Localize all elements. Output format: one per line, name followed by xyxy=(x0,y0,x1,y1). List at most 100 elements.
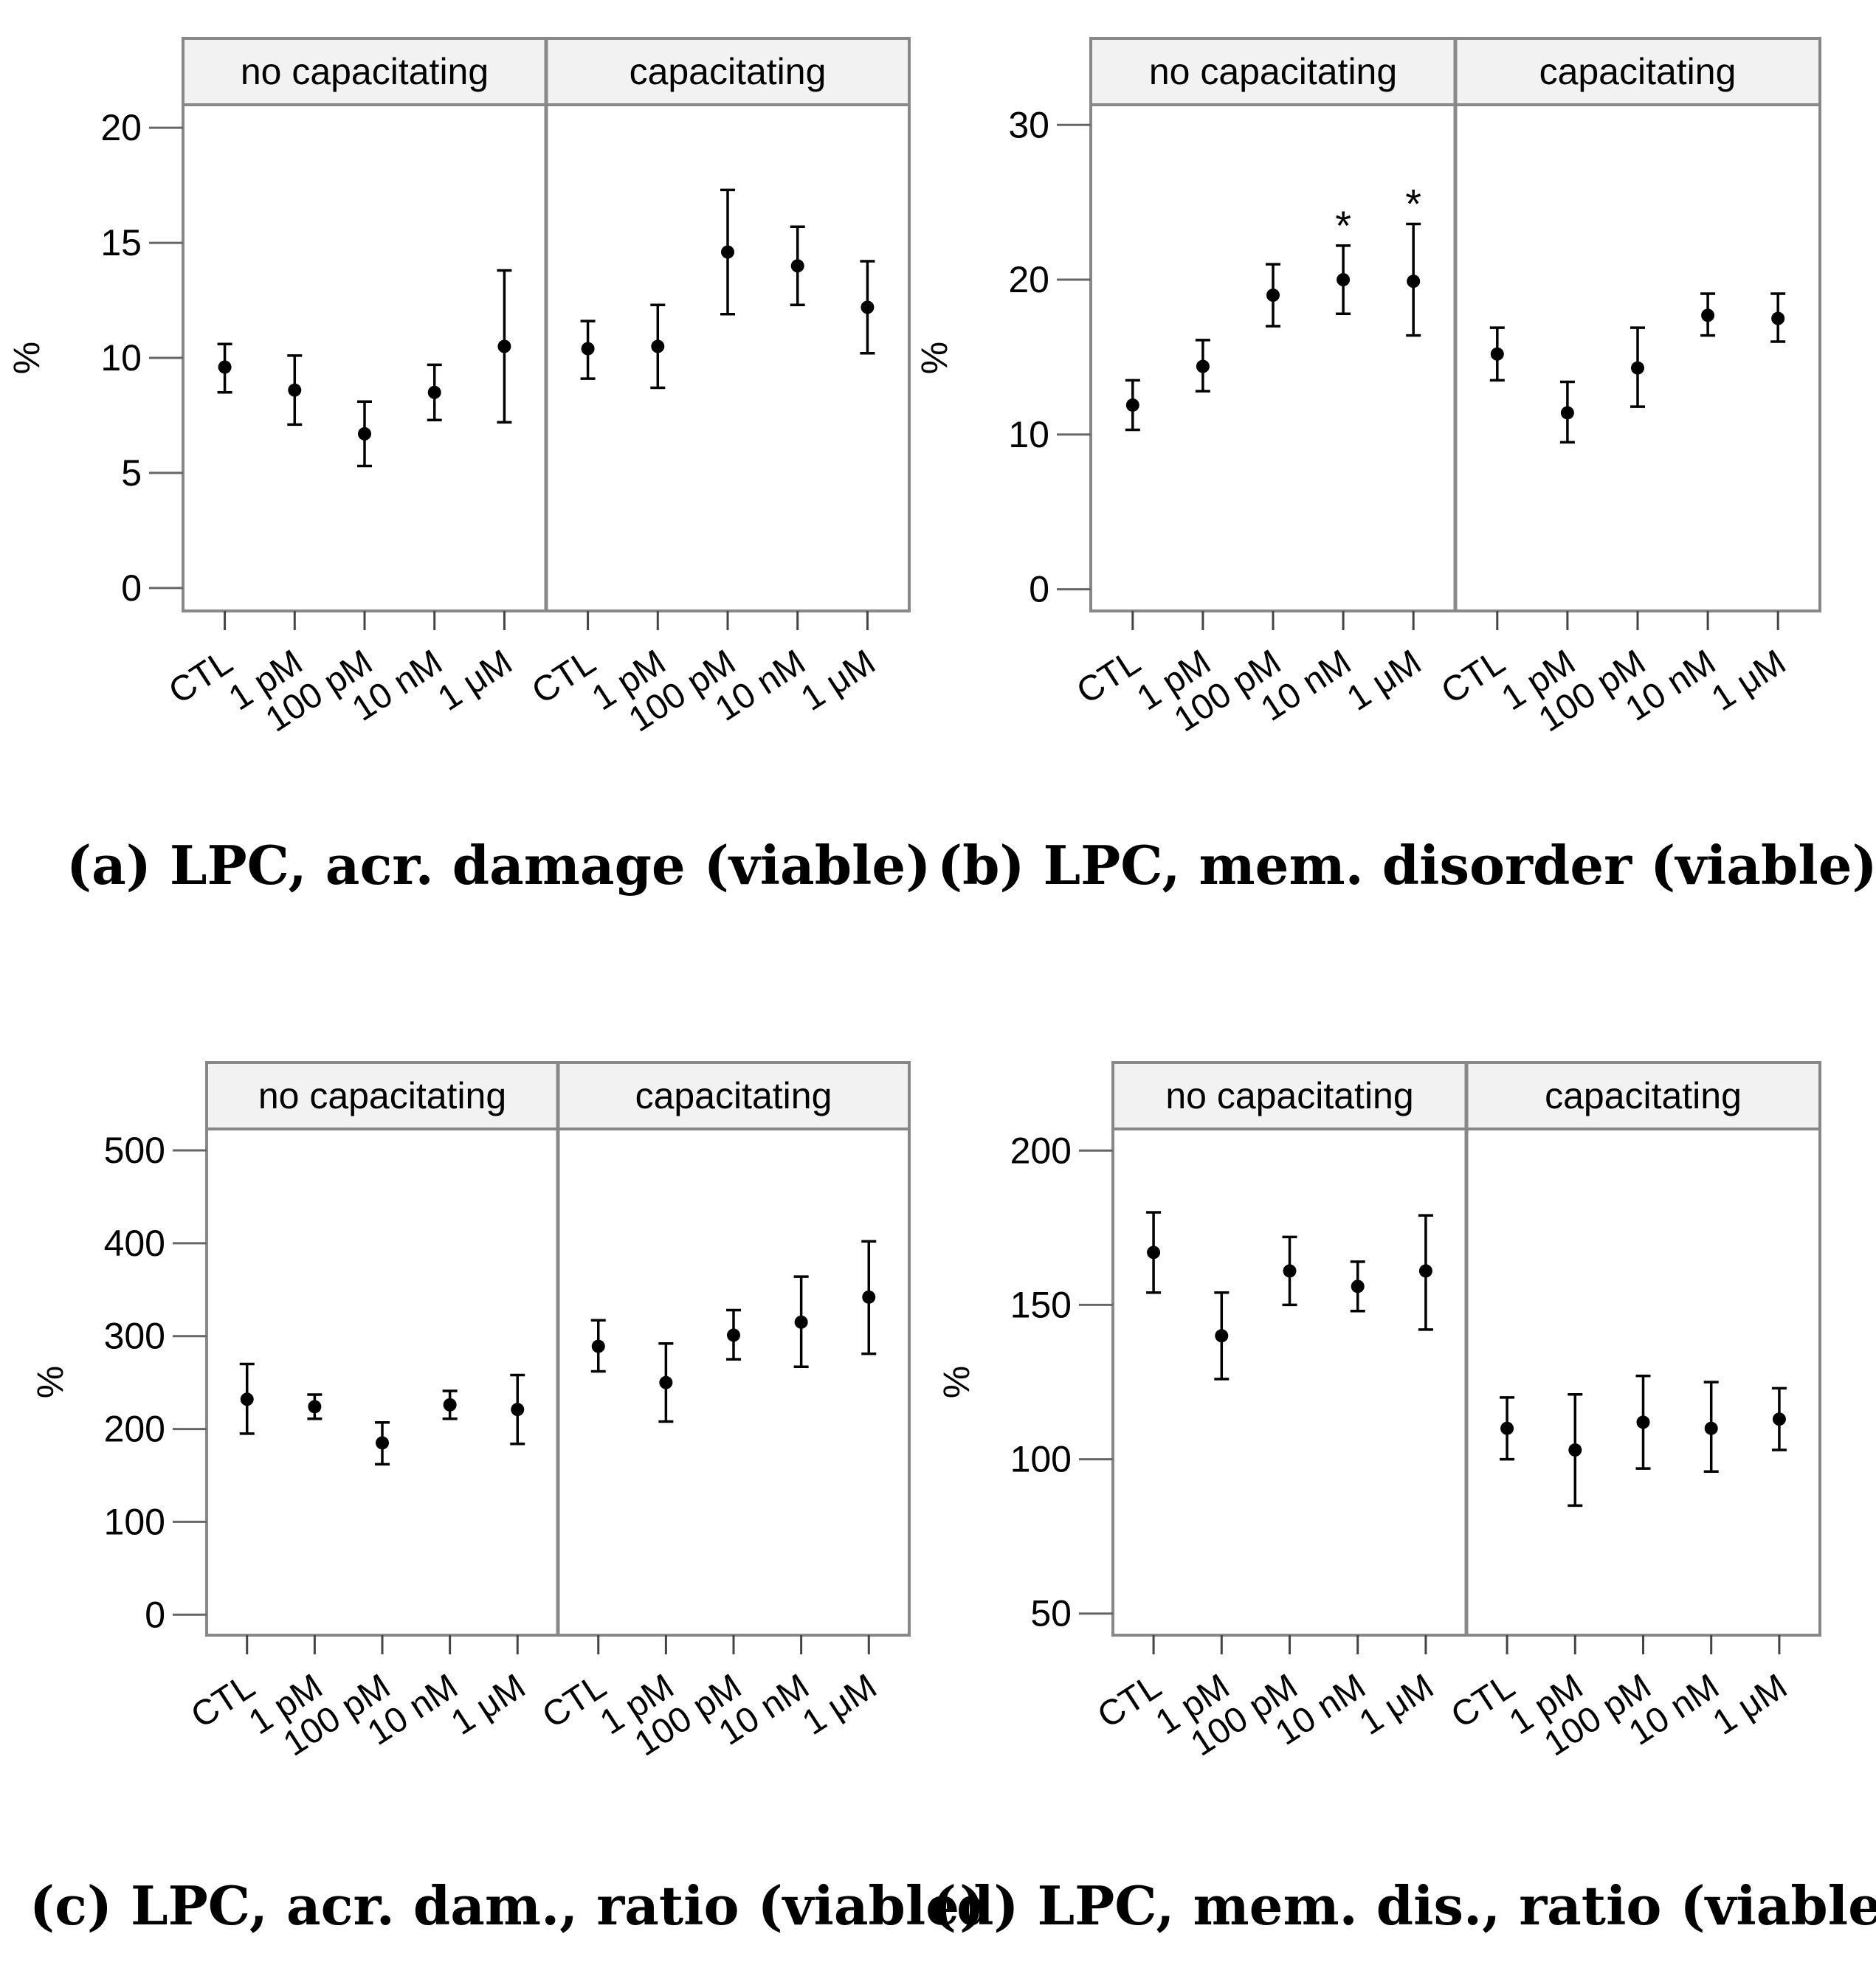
caption-a: (a) LPC, acr. damage (viable) xyxy=(66,834,931,897)
data-point-d-0-1 xyxy=(1215,1329,1229,1343)
data-point-c-0-2 xyxy=(376,1436,389,1450)
data-point-d-1-4 xyxy=(1772,1412,1786,1426)
data-point-b-0-2 xyxy=(1266,289,1280,303)
y-tick-label-c-5: 500 xyxy=(104,1130,165,1171)
data-point-a-0-3 xyxy=(427,385,441,399)
x-tick-label-d-0-4: 1 μM xyxy=(1353,1667,1441,1743)
y-tick-label-d-0: 50 xyxy=(1030,1593,1072,1634)
y-axis-label-a: % xyxy=(6,342,47,374)
x-tick-label-c-0-4: 1 μM xyxy=(444,1667,532,1743)
facet-strip-a-0 xyxy=(182,37,548,106)
x-tick-label-b-1-4: 1 μM xyxy=(1705,643,1793,719)
data-point-c-0-0 xyxy=(240,1392,254,1406)
chart-b: no capacitating capacitating0102030%CTL1 … xyxy=(914,37,1821,739)
x-tick-label-b-0-0: CTL xyxy=(1070,643,1148,712)
x-tick-label-a-0-4: 1 μM xyxy=(431,643,519,719)
y-tick-label-c-1: 100 xyxy=(104,1501,165,1542)
data-point-d-1-0 xyxy=(1500,1421,1514,1435)
chart-c: no capacitating capacitating 0 100 200 300 400… xyxy=(30,1061,911,1764)
y-tick-label-a-0: 0 xyxy=(121,567,142,609)
data-point-b-1-1 xyxy=(1560,406,1574,420)
data-point-b-1-3 xyxy=(1701,308,1715,322)
y-tick-label-c-2: 200 xyxy=(104,1409,165,1450)
data-point-d-1-1 xyxy=(1568,1443,1582,1457)
data-point-c-0-4 xyxy=(511,1403,525,1417)
data-point-b-0-4 xyxy=(1407,274,1421,289)
x-tick-label-a-0-0: CTL xyxy=(162,643,240,712)
x-tick-label-a-1-0: CTL xyxy=(525,643,603,712)
y-tick-label-c-4: 400 xyxy=(104,1223,165,1264)
y-tick-label-d-2: 150 xyxy=(1010,1284,1072,1325)
x-tick-label-d-1-0: CTL xyxy=(1444,1667,1522,1736)
y-axis-label-d: % xyxy=(936,1366,977,1398)
y-axis-label-b: % xyxy=(914,342,955,374)
caption-c: (c) LPC, acr. dam., ratio (viable) xyxy=(30,1874,985,1937)
data-point-a-1-4 xyxy=(861,300,875,314)
data-point-c-0-1 xyxy=(308,1400,322,1414)
facet-strip-b-0 xyxy=(1089,37,1457,106)
facet-strip-d-1 xyxy=(1465,1061,1821,1130)
facet-strip-b-1 xyxy=(1454,37,1821,106)
data-point-d-0-0 xyxy=(1147,1246,1161,1260)
facet-strip-label-d-1: capacitating xyxy=(1545,1075,1742,1116)
x-tick-label-a-1-4: 1 μM xyxy=(794,643,882,719)
data-point-a-0-0 xyxy=(218,360,232,374)
facet-strip-label-b-0: no capacitating xyxy=(1149,51,1397,92)
data-point-b-0-1 xyxy=(1196,359,1210,373)
facet-strip-label-b-1: capacitating xyxy=(1539,51,1737,92)
y-tick-label-b-1: 10 xyxy=(1008,414,1049,455)
y-tick-label-c-0: 0 xyxy=(145,1594,165,1635)
x-tick-label-c-1-0: CTL xyxy=(536,1667,613,1736)
y-tick-label-a-3: 15 xyxy=(100,222,142,263)
y-tick-label-b-3: 30 xyxy=(1008,104,1049,145)
facet-strip-label-a-0: no capacitating xyxy=(241,51,489,92)
y-tick-label-b-0: 0 xyxy=(1029,569,1049,610)
data-point-d-0-4 xyxy=(1418,1264,1432,1278)
data-point-b-0-0 xyxy=(1125,398,1139,412)
data-point-b-1-0 xyxy=(1490,347,1504,361)
data-point-a-0-2 xyxy=(358,427,371,441)
data-point-a-1-3 xyxy=(790,259,804,273)
data-point-d-0-3 xyxy=(1351,1280,1365,1294)
caption-d: (d) LPC, mem. dis., ratio (viable) xyxy=(931,1874,1876,1937)
facet-strip-label-a-1: capacitating xyxy=(630,51,827,92)
y-tick-label-a-1: 5 xyxy=(121,452,142,494)
y-tick-label-c-3: 300 xyxy=(104,1316,165,1357)
x-tick-label-d-0-0: CTL xyxy=(1091,1667,1168,1736)
facet-strip-label-c-1: capacitating xyxy=(635,1075,832,1116)
facet-strip-label-c-0: no capacitating xyxy=(258,1075,506,1116)
y-tick-label-d-3: 200 xyxy=(1010,1130,1072,1171)
x-tick-label-c-1-4: 1 μM xyxy=(796,1667,883,1743)
data-point-b-1-2 xyxy=(1631,361,1644,375)
y-axis-label-c: % xyxy=(30,1366,71,1398)
facet-strip-label-d-0: no capacitating xyxy=(1165,1075,1413,1116)
data-point-b-0-3 xyxy=(1337,273,1351,287)
data-point-c-0-3 xyxy=(443,1398,457,1412)
data-point-c-1-0 xyxy=(591,1339,605,1353)
data-point-d-1-3 xyxy=(1704,1421,1718,1435)
data-point-a-1-1 xyxy=(651,339,665,353)
data-point-b-1-4 xyxy=(1771,311,1785,325)
x-tick-label-b-0-4: 1 μM xyxy=(1340,643,1428,719)
caption-b: (b) LPC, mem. disorder (viable) xyxy=(937,834,1876,897)
data-point-d-1-2 xyxy=(1636,1415,1650,1429)
chart-d: no capacitating capacitating 50 100 150 200% C… xyxy=(936,1061,1821,1764)
significance-marker-b-0-3: * xyxy=(1335,202,1351,249)
data-point-c-1-2 xyxy=(727,1328,740,1342)
x-tick-label-c-0-0: CTL xyxy=(185,1667,262,1736)
facet-strip-a-1 xyxy=(545,37,911,106)
data-point-c-1-4 xyxy=(862,1290,876,1304)
data-point-a-1-2 xyxy=(721,245,734,259)
chart-a: no capacitating capacitating05101520%CTL1… xyxy=(6,37,911,739)
data-point-a-0-4 xyxy=(497,339,511,353)
data-point-a-0-1 xyxy=(288,383,302,397)
y-tick-label-d-1: 100 xyxy=(1010,1439,1072,1480)
significance-marker-b-0-4: * xyxy=(1405,181,1421,227)
facet-strip-d-0 xyxy=(1111,1061,1468,1130)
data-point-c-1-1 xyxy=(659,1375,673,1389)
data-point-a-1-0 xyxy=(581,342,595,356)
data-point-c-1-3 xyxy=(794,1315,808,1329)
y-tick-label-a-2: 10 xyxy=(100,337,142,379)
facet-strip-c-0 xyxy=(205,1061,559,1130)
